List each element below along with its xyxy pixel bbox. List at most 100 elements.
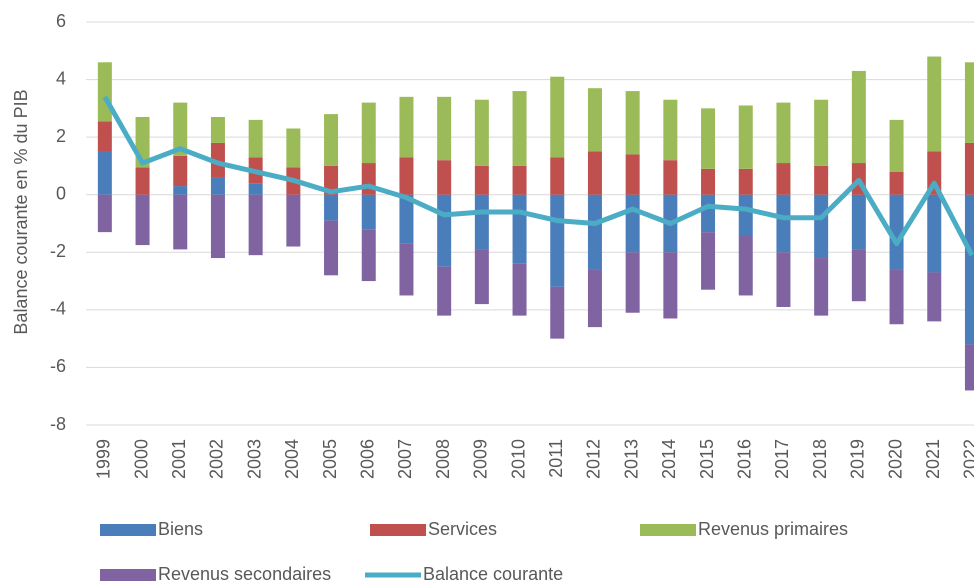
bar [324,220,339,276]
bar [550,286,565,339]
legend-label: Services [428,519,497,539]
legend-label: Biens [158,519,203,539]
bar [625,252,640,313]
bar [437,96,452,161]
bar [587,151,602,195]
bar [701,108,716,169]
bar [399,243,414,296]
bar [399,194,414,244]
bar [851,194,866,250]
bar [625,154,640,195]
legend-label: Revenus primaires [698,519,848,539]
y-tick-label: 0 [56,183,66,203]
bar [361,229,376,282]
y-tick-label: -2 [50,241,66,261]
bar [776,163,791,195]
bar [97,62,112,122]
x-tick-label: 2009 [471,439,491,479]
bar [738,168,753,195]
x-tick-label: 1999 [94,439,114,479]
bar [776,252,791,307]
x-tick-label: 2020 [885,439,905,479]
bar [851,249,866,302]
bar [512,165,527,195]
bar [324,114,339,166]
bar [97,194,112,233]
bar [97,151,112,195]
bar [550,157,565,195]
legend-swatch [100,524,156,536]
bar [248,119,263,158]
y-tick-label: -4 [50,299,66,319]
y-tick-label: 4 [56,68,66,88]
bar [361,194,376,230]
bar [964,142,974,195]
bar [437,160,452,195]
bar [550,194,565,287]
bar [663,160,678,195]
x-tick-label: 2000 [131,439,151,479]
bar [851,70,866,164]
x-tick-label: 2019 [848,439,868,479]
bar [701,168,716,195]
bar [474,165,489,195]
x-tick-label: 2007 [395,439,415,479]
bar [550,76,565,158]
bar [324,165,339,195]
bar [173,102,188,156]
bar [135,194,150,246]
bar [625,194,640,253]
bar [889,194,904,270]
bar [701,232,716,290]
bar [587,88,602,152]
bar [927,151,942,195]
bar [889,171,904,195]
bar [587,194,602,270]
x-tick-label: 2014 [659,439,679,479]
bar [663,252,678,319]
y-tick-label: -6 [50,356,66,376]
x-tick-label: 2021 [923,439,943,479]
bar [173,194,188,250]
bar [474,99,489,166]
bar [814,258,829,316]
bar [399,157,414,195]
bar [964,194,974,345]
y-axis-label: Balance courante en % du PIB [11,89,31,334]
legend-swatch [100,569,156,581]
bar [776,194,791,253]
line [102,95,974,257]
bar [361,102,376,164]
bar [210,177,225,195]
bar [248,194,263,256]
bar [889,269,904,325]
bar [286,194,301,247]
bar [738,194,753,236]
bar [587,269,602,328]
bar [286,128,301,168]
x-tick-label: 2004 [282,439,302,479]
bar [738,105,753,169]
bar [97,121,112,152]
bar [776,102,791,164]
bar [663,99,678,161]
x-tick-label: 2008 [433,439,453,479]
bar [964,62,974,143]
bar [927,194,942,273]
x-tick-label: 2015 [697,439,717,479]
x-tick-label: 2006 [358,439,378,479]
bar [399,96,414,158]
bar [474,194,489,250]
bar [474,249,489,305]
bar [437,194,452,267]
x-tick-label: 2016 [735,439,755,479]
bar [814,194,829,259]
x-tick-label: 2005 [320,439,340,479]
x-tick-label: 2022 [961,439,974,479]
bar [625,91,640,155]
bar [512,194,527,264]
legend-label: Balance courante [423,564,563,584]
legend-swatch [370,524,426,536]
bar [210,194,225,259]
